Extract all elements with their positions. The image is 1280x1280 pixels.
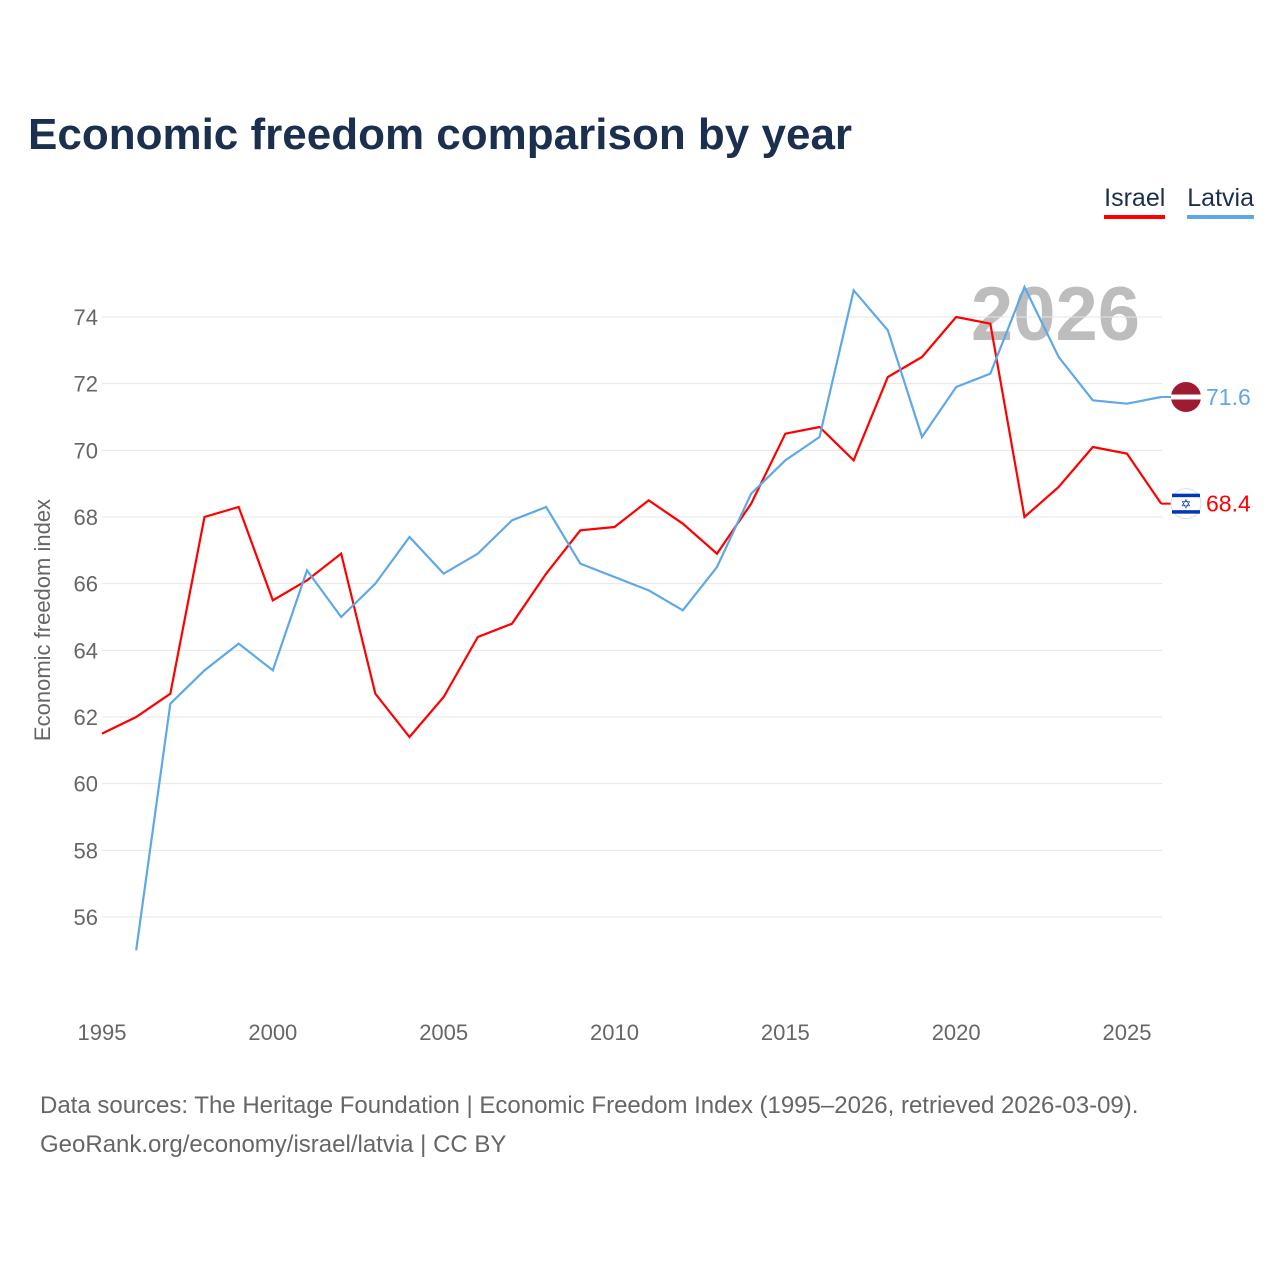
- x-tick-label: 2015: [761, 1020, 810, 1045]
- israel-flag-stripe: [1172, 510, 1200, 514]
- y-tick-label: 60: [74, 772, 98, 797]
- y-tick-label: 64: [74, 638, 98, 663]
- y-tick-label: 66: [74, 572, 98, 597]
- y-tick-label: 70: [74, 438, 98, 463]
- legend-item-latvia[interactable]: Latvia: [1187, 184, 1254, 219]
- series-line-israel: [101, 315, 1163, 739]
- y-tick-label: 56: [74, 905, 98, 930]
- footer: Data sources: The Heritage Foundation | …: [40, 1086, 1138, 1164]
- y-axis-label: Economic freedom index: [30, 499, 55, 741]
- y-tick-label: 72: [74, 372, 98, 397]
- x-tick-label: 2020: [932, 1020, 981, 1045]
- star-of-david-icon: ✡: [1181, 497, 1192, 512]
- y-tick-label: 58: [74, 838, 98, 863]
- latvia-flag-stripe: [1171, 394, 1201, 400]
- chart-title: Economic freedom comparison by year: [28, 110, 853, 159]
- x-tick-label: 1995: [78, 1020, 127, 1045]
- end-value-label: 68.4: [1206, 491, 1251, 517]
- end-value-label: 71.6: [1206, 384, 1251, 410]
- year-watermark: 2026: [971, 272, 1140, 357]
- legend-item-israel[interactable]: Israel: [1104, 184, 1166, 219]
- x-tick-label: 2010: [590, 1020, 639, 1045]
- legend: Israel Latvia: [1104, 184, 1254, 219]
- source-text: Data sources: The Heritage Foundation | …: [40, 1092, 1139, 1119]
- y-tick-label: 68: [74, 505, 98, 530]
- x-tick-label: 2025: [1103, 1020, 1152, 1045]
- israel-flag-stripe: [1172, 493, 1200, 498]
- attribution-link[interactable]: GeoRank.org/economy/israel/latvia | CC B…: [40, 1131, 507, 1158]
- x-tick-label: 2005: [419, 1020, 468, 1045]
- y-tick-label: 74: [74, 305, 98, 330]
- x-tick-label: 2000: [248, 1020, 297, 1045]
- y-tick-label: 62: [74, 705, 98, 730]
